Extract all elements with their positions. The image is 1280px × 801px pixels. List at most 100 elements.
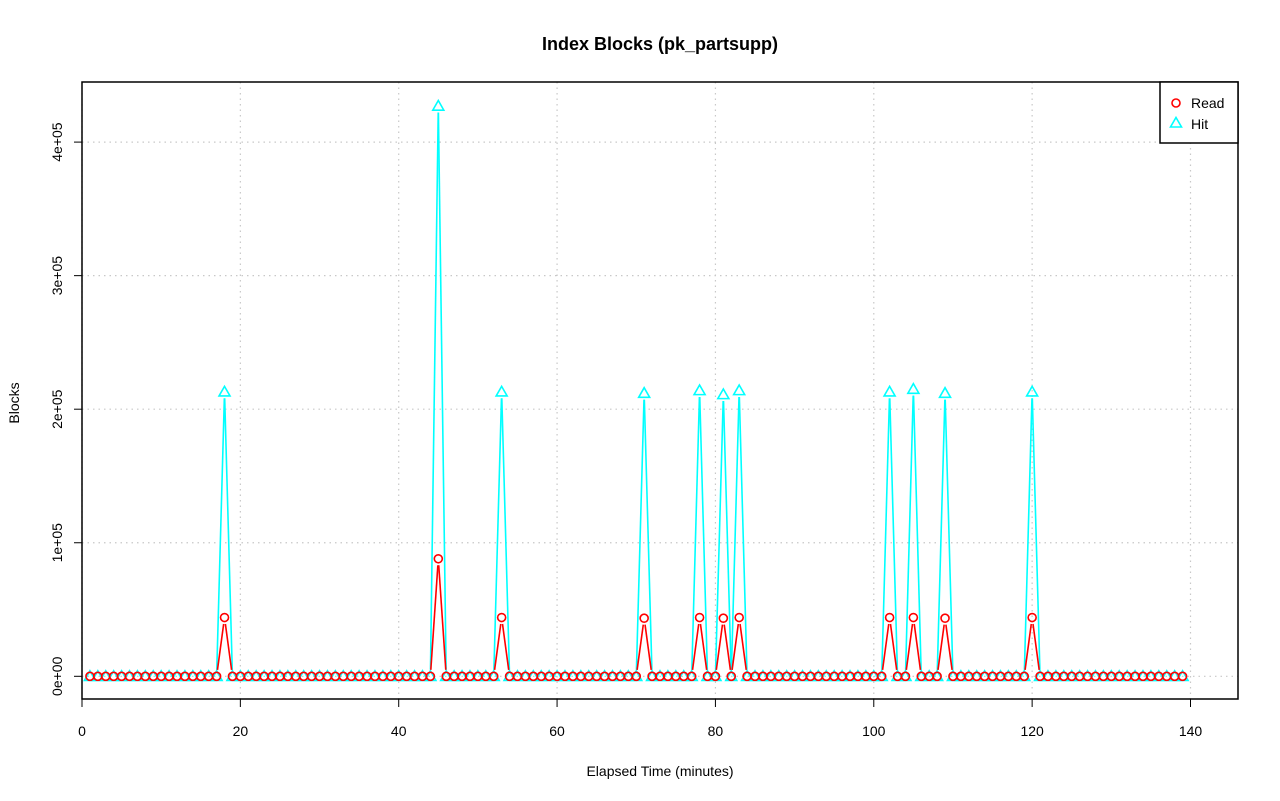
y-axis-label: Blocks: [6, 382, 22, 423]
series-read-line: [1024, 623, 1033, 670]
series-read-point: [211, 671, 222, 682]
y-tick-label: 1e+05: [49, 523, 65, 563]
series-hit-line: [912, 395, 922, 670]
legend-box: [1159, 81, 1239, 144]
series-hit-line: [643, 399, 653, 670]
series-hit-line: [714, 400, 724, 670]
series-hit-line: [1031, 398, 1041, 670]
x-axis-label: Elapsed Time (minutes): [586, 763, 733, 779]
series-read-line: [889, 623, 898, 670]
series-hit-point: [217, 384, 232, 397]
series-read-line: [945, 624, 953, 670]
series-read-point: [710, 671, 721, 682]
series-read-point: [1177, 671, 1188, 682]
series-read-line: [430, 565, 439, 670]
series-read-line: [699, 623, 708, 670]
series-hit-line: [429, 112, 440, 670]
series-read-line: [881, 623, 890, 670]
series-read-point: [734, 612, 744, 623]
series-hit-line: [493, 398, 503, 670]
series-hit-line: [881, 398, 891, 670]
series-read-line: [715, 624, 724, 670]
series-read-point: [726, 671, 737, 682]
x-tick-label: 120: [1020, 723, 1044, 739]
series-hit-point: [716, 387, 731, 400]
series-hit-line: [698, 396, 709, 670]
chart-title: Index Blocks (pk_partsupp): [542, 34, 778, 54]
series-read-line: [691, 623, 700, 670]
legend-hit-marker: [1169, 115, 1183, 128]
series-read-line: [437, 565, 447, 670]
series-read-line: [905, 623, 914, 670]
series-read-line: [493, 623, 502, 670]
legend-read-label: Read: [1191, 95, 1224, 111]
series-read-point: [694, 612, 705, 623]
series-hit-line: [223, 398, 234, 670]
series-hit-point: [692, 383, 707, 396]
series-read-point: [433, 553, 444, 564]
series-hit-point: [494, 384, 509, 397]
series-hit-line: [904, 395, 914, 670]
series-read-line: [224, 623, 233, 670]
series-read-line: [723, 624, 732, 670]
series-hit-line: [1023, 398, 1033, 670]
series-hit-line: [738, 396, 748, 670]
x-tick-label: 20: [233, 723, 249, 739]
x-tick-label: 100: [862, 723, 886, 739]
series-hit-point: [431, 98, 446, 111]
legend: Read Hit: [1159, 81, 1239, 144]
series-read-point: [940, 613, 950, 624]
y-tick-label: 4e+05: [49, 122, 65, 162]
series-hit-point: [637, 386, 652, 399]
y-tick-label: 2e+05: [49, 389, 65, 429]
series-hit-line: [730, 396, 740, 670]
series-hit-point: [732, 383, 747, 396]
plot-series: [83, 98, 1190, 682]
series-read-line: [731, 623, 740, 670]
series-hit-line: [722, 400, 732, 670]
x-tick-label: 140: [1179, 723, 1203, 739]
series-read-point: [425, 671, 436, 682]
legend-hit-label: Hit: [1191, 116, 1208, 132]
series-read-line: [501, 623, 510, 670]
series-read-point: [876, 671, 887, 682]
y-tick-label: 0e+00: [49, 656, 65, 696]
series-hit-point: [1025, 384, 1040, 397]
series-read-point: [639, 613, 649, 624]
series-hit-line: [888, 398, 899, 670]
x-tick-label: 0: [78, 723, 86, 739]
legend-read-marker: [1171, 98, 1181, 108]
series-hit-point: [882, 384, 897, 397]
series-hit-line: [944, 399, 954, 670]
series-read-point: [884, 612, 895, 623]
series-hit-point: [938, 386, 952, 399]
series-read-line: [216, 623, 225, 670]
axes: 0 20 40 60 80 100 120 140 0e+00 1e+05 2e+05 3e+05 4e…: [49, 122, 1202, 739]
series-read-point: [1019, 671, 1030, 682]
y-tick-label: 3e+05: [49, 256, 65, 296]
series-read-point: [631, 671, 642, 682]
series-read-point: [496, 612, 507, 623]
series-read-line: [913, 623, 922, 670]
series-read-point: [718, 613, 729, 624]
series-hit-point: [906, 382, 921, 395]
series-read-point: [900, 671, 911, 682]
series-read-point: [686, 671, 697, 682]
series-read-line: [937, 624, 945, 670]
x-tick-label: 40: [391, 723, 407, 739]
series-read-line: [1032, 623, 1040, 670]
series-hit-line: [437, 112, 447, 670]
series-read-point: [908, 612, 919, 623]
series-hit-line: [501, 398, 511, 670]
x-tick-label: 80: [708, 723, 724, 739]
series-hit-line: [691, 396, 701, 670]
series-hit-line: [936, 399, 946, 670]
series-read-line: [644, 624, 652, 670]
series-read-line: [739, 623, 748, 670]
series-read-point: [932, 671, 942, 682]
series-read-point: [1027, 612, 1037, 623]
series-hit-line: [635, 399, 645, 670]
series-read-point: [219, 612, 230, 623]
